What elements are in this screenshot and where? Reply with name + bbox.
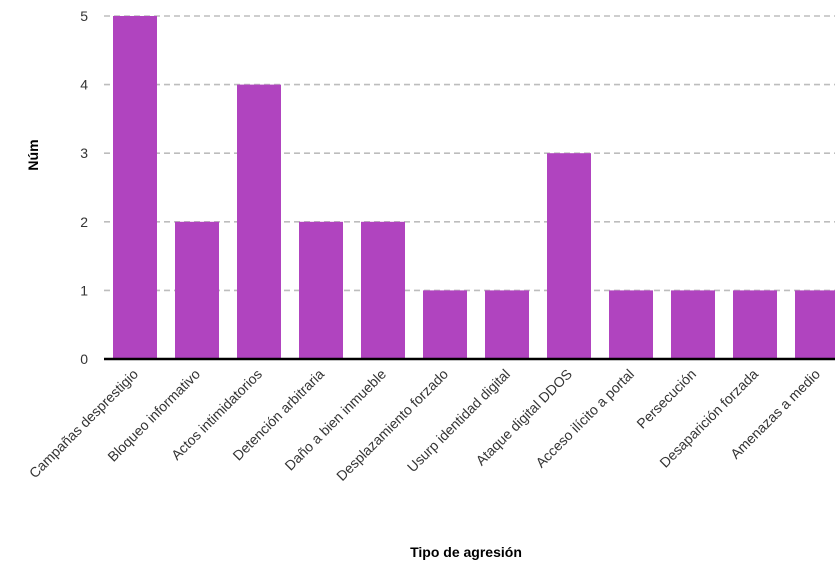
bar <box>485 290 529 359</box>
y-tick-label: 2 <box>80 214 88 230</box>
y-tick-label: 3 <box>80 145 88 161</box>
bar <box>733 290 777 359</box>
x-tick-label: Usurp identidad digital <box>404 366 513 475</box>
x-tick-label: Daño a bien inmueble <box>281 366 389 474</box>
bars <box>113 16 835 359</box>
y-tick-label: 5 <box>80 8 88 24</box>
bar <box>671 290 715 359</box>
y-tick-label: 1 <box>80 282 88 298</box>
bar <box>237 84 281 359</box>
bar <box>175 221 219 359</box>
bar <box>423 290 467 359</box>
bar <box>299 221 343 359</box>
x-tick-label: Campañas desprestigio <box>26 366 141 481</box>
bar <box>547 153 591 359</box>
bar <box>113 16 157 359</box>
gridlines <box>104 15 835 292</box>
y-tick-label: 4 <box>80 77 88 93</box>
x-tick-label: Persecución <box>633 366 699 432</box>
bar <box>361 221 405 359</box>
bar <box>609 290 653 359</box>
y-axis-title: Núm <box>25 139 41 170</box>
y-axis-ticks: 0 1 2 3 4 5 <box>80 8 88 367</box>
y-tick-label: 0 <box>80 351 88 367</box>
x-tick-label: Desplazamiento forzado <box>333 366 451 484</box>
x-axis-title: Tipo de agresión <box>410 544 522 560</box>
bar <box>795 290 835 359</box>
